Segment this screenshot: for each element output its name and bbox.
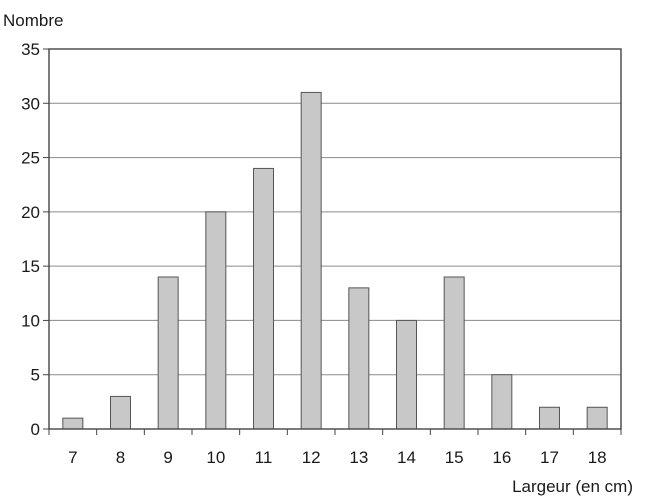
x-tick-label: 9: [163, 448, 172, 467]
bar-10: [205, 211, 227, 430]
bar-13: [348, 287, 370, 430]
x-tick-label: 11: [255, 448, 273, 467]
x-tick-label: 7: [68, 448, 77, 467]
x-tick-label: 14: [397, 448, 416, 467]
x-tick-label: 15: [445, 448, 464, 467]
y-tick-label: 10: [21, 311, 40, 330]
bars: [62, 91, 608, 430]
x-tick-label: 12: [302, 448, 321, 467]
y-axis-title: Nombre: [3, 11, 63, 30]
bar-17: [539, 406, 560, 430]
x-tick-label: 13: [349, 448, 368, 467]
x-tick-label: 8: [116, 448, 125, 467]
bar-7: [62, 417, 84, 430]
x-axis-ticks: [48, 429, 622, 435]
y-tick-label: 25: [21, 149, 40, 168]
bar-16: [491, 374, 513, 430]
y-tick-label: 20: [21, 203, 40, 222]
x-tick-label: 16: [492, 448, 511, 467]
y-tick-label: 5: [31, 366, 40, 385]
y-axis-ticks: [43, 48, 49, 430]
x-tick-label: 10: [206, 448, 225, 467]
x-tick-label: 17: [540, 448, 559, 467]
plot-frame: [48, 48, 622, 430]
x-axis-tick-labels: 7 8 9 10 11 12 13 14 15 16 17 18: [68, 448, 607, 467]
x-tick-label: 18: [588, 448, 607, 467]
bar-8: [110, 395, 131, 430]
y-tick-label: 0: [31, 420, 40, 439]
bar-18: [586, 406, 608, 430]
y-tick-label: 15: [21, 257, 40, 276]
bar-9: [157, 276, 179, 430]
y-axis-tick-labels: 0 5 10 15 20 25 30 35: [21, 40, 40, 439]
x-axis-title: Largeur (en cm): [512, 477, 633, 496]
y-tick-label: 30: [21, 94, 40, 113]
bar-12: [300, 91, 322, 430]
y-tick-label: 35: [21, 40, 40, 59]
bar-11: [253, 167, 274, 430]
bar-15: [443, 276, 465, 430]
gridlines: [49, 102, 621, 376]
bar-14: [396, 319, 417, 430]
